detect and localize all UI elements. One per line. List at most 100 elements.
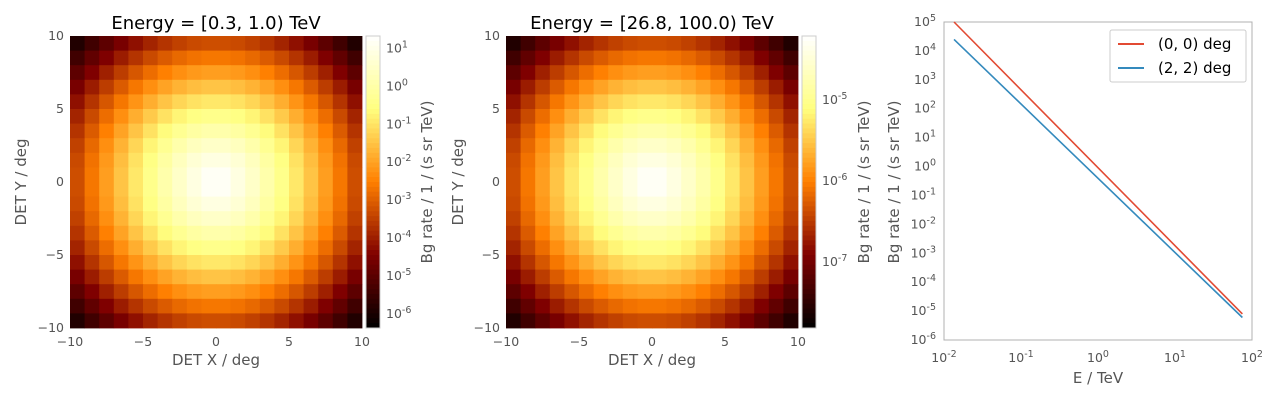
colorbar-segment [366,240,380,246]
colorbar-segment [802,255,816,261]
heatmap-cell [201,182,217,197]
heatmap-cell [652,123,667,139]
heatmap-cell [768,94,784,110]
heatmap-cell [739,313,755,329]
heatmap-cell [113,255,129,270]
heatmap-cell [710,196,726,212]
spectrum-line-panel: 10-2 10-1 100 101 102 10-610-510-410-310-210… [885,13,1263,387]
heatmap-cell [710,79,726,95]
heatmap-cell [681,123,697,139]
heatmap-cell [739,167,755,183]
heatmap-cell [113,167,129,183]
colorbar-segment [366,109,380,115]
heatmap-cell [652,255,667,270]
heatmap-cell [143,225,158,241]
y-axis-label: DET Y / deg [12,139,30,226]
colorbar-segment [366,113,380,120]
heatmap-cell [318,94,334,110]
heatmap-cell [172,50,188,66]
heatmap-cell [725,94,740,110]
heatmap-cell [143,298,158,314]
x-tick-label: −10 [57,334,83,349]
heatmap-cell [216,255,231,270]
colorbar-segment [802,109,816,115]
heatmap-cell [99,94,115,110]
heatmap-cell [99,109,115,124]
heatmap-cell [143,240,158,256]
heatmap-cell [172,94,188,110]
colorbar-segment [802,177,816,183]
heatmap-cell [99,196,115,212]
heatmap-cell [143,36,158,51]
heatmap-cell [303,182,319,197]
heatmap-cell [506,152,521,168]
heatmap-cell [535,225,551,241]
heatmap-cell [70,167,85,183]
heatmap-cell [186,50,202,66]
heatmap-cell [332,167,348,183]
heatmap-cell [70,123,85,139]
heatmap-cell [564,211,580,227]
heatmap-cell [637,167,653,183]
heatmap-cell [695,152,711,168]
heatmap-cell [245,138,261,154]
colorbar-tick-label: 10-2 [386,153,411,169]
heatmap-cell [332,240,348,256]
heatmap-cell [347,65,363,81]
colorbar-tick-label: 10-6 [386,305,411,321]
y-tick-label: 100 [914,158,936,174]
heatmap-cell [637,79,653,95]
heatmap-cell [201,255,217,270]
heatmap-cell [216,138,231,154]
heatmap-cell [666,109,682,124]
heatmap-cell [259,50,275,66]
colorbar-segment [802,167,816,173]
x-tick-label: 5 [721,334,729,349]
heatmap-cell [70,196,85,212]
heatmap-cell [230,94,246,110]
heatmap-cell [506,167,521,183]
heatmap-cell [99,123,115,139]
heatmap-cell [695,123,711,139]
heatmap-cell [113,36,129,51]
heatmap-cell [564,109,580,124]
heatmap-cell [230,255,246,270]
heatmap-cell [549,255,565,270]
heatmap-cell [230,65,246,81]
colorbar-segment [802,196,816,202]
heatmap-cell [99,50,115,66]
heatmap-cell [186,240,202,256]
heatmap-cell [230,152,246,168]
heatmap-cell [289,284,304,300]
heatmap-cell [84,255,100,270]
heatmap-cell [143,109,158,124]
heatmap-cell [128,138,144,154]
y-axis-ticks: 10-6 10-5 10-4 10-3 10-2 10-1 100 101 102 103 104 1… [911,13,936,347]
heatmap-cell [143,94,158,110]
heatmap-cell [681,167,697,183]
heatmap-cell [347,152,363,168]
heatmap-cell [768,36,784,51]
heatmap-cell [608,138,624,154]
heatmap-cell [754,167,770,183]
heatmap-cell [128,298,144,314]
heatmap-cell [506,298,521,314]
heatmap-cell [201,65,217,81]
heatmap-cell [739,284,755,300]
heatmap-cell [622,138,638,154]
heatmap-cell [172,225,188,241]
heatmap-cell [245,298,261,314]
heatmap-cell [681,196,697,212]
heatmap-cell [652,298,667,314]
colorbar-segment [802,191,816,197]
heatmap-cell [622,298,638,314]
y-tick-label: 10-6 [911,331,936,347]
heatmap-cell [201,196,217,212]
heatmap-cell [535,211,551,227]
heatmap-cell [157,269,173,285]
heatmap-cell [303,298,319,314]
heatmap-cell [172,152,188,168]
heatmap-cell [84,167,100,183]
heatmap-cell [347,255,363,270]
heatmap-cell [783,284,799,300]
